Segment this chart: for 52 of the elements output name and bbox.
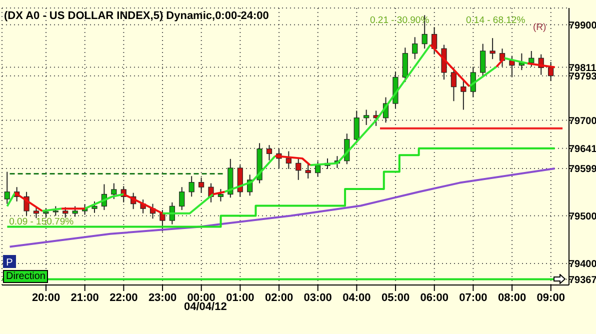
- x-tick-label: 22:00: [110, 292, 138, 304]
- candlestick: [266, 144, 272, 161]
- candlestick: [62, 206, 68, 218]
- candlestick: [305, 164, 311, 179]
- candlestick: [198, 177, 204, 194]
- candlestick: [237, 164, 243, 198]
- candlestick: [179, 186, 185, 211]
- x-tick-label: 23:00: [148, 292, 177, 304]
- candlestick: [296, 158, 302, 180]
- text: 04/04/12: [184, 301, 227, 313]
- candlestick: [412, 36, 418, 60]
- candlestick: [33, 206, 40, 219]
- candlestick: [4, 171, 10, 204]
- annotation: (R): [533, 22, 546, 33]
- candlestick: [509, 55, 515, 78]
- candlestick: [480, 43, 486, 78]
- x-tick-label: 09:00: [536, 292, 565, 304]
- candlestick: [460, 79, 466, 110]
- candlestick: [188, 176, 194, 198]
- x-tick-label: 02:00: [264, 292, 294, 304]
- candlestick: [364, 109, 370, 126]
- candlestick: [72, 206, 78, 218]
- annotation: P: [6, 258, 14, 268]
- candlestick: [286, 150, 292, 170]
- candlestick: [160, 210, 166, 232]
- candlestick: [441, 44, 447, 80]
- y-tick-label: 79367: [569, 274, 596, 286]
- annotation: 0.09 - 150.79%: [9, 216, 74, 228]
- x-tick-label: 08:00: [498, 292, 526, 304]
- x-tick-label: 01:00: [226, 292, 254, 304]
- candlestick: [548, 61, 554, 82]
- candlestick: [528, 50, 534, 68]
- candlestick: [43, 208, 49, 218]
- x-tick-label: 20:00: [32, 292, 60, 304]
- chart-title: (DX A0 - US DOLLAR INDEX,5) Dynamic,0:00-24:00: [4, 10, 269, 22]
- y-tick-label: 79811: [569, 62, 596, 74]
- square-icon: P: [3, 255, 16, 268]
- candlestick: [218, 188, 224, 202]
- candlestick: [111, 182, 117, 200]
- annotation: Direction: [3, 270, 48, 283]
- candlestick: [450, 67, 457, 102]
- x-tick-label: 21:00: [70, 292, 99, 304]
- x-tick-label: 03:00: [304, 292, 332, 304]
- candlestick: [402, 47, 408, 83]
- x-tick-label: 07:00: [459, 292, 488, 304]
- candlestick: [490, 38, 496, 60]
- annotation: 0.14 - 68.12%: [466, 15, 526, 26]
- candlestick: [92, 200, 98, 214]
- x-tick-label: 06:00: [420, 292, 448, 304]
- x-tick-label: 05:00: [381, 292, 410, 304]
- candlestick: [315, 160, 321, 178]
- x-tick-label: 04:00: [342, 292, 371, 304]
